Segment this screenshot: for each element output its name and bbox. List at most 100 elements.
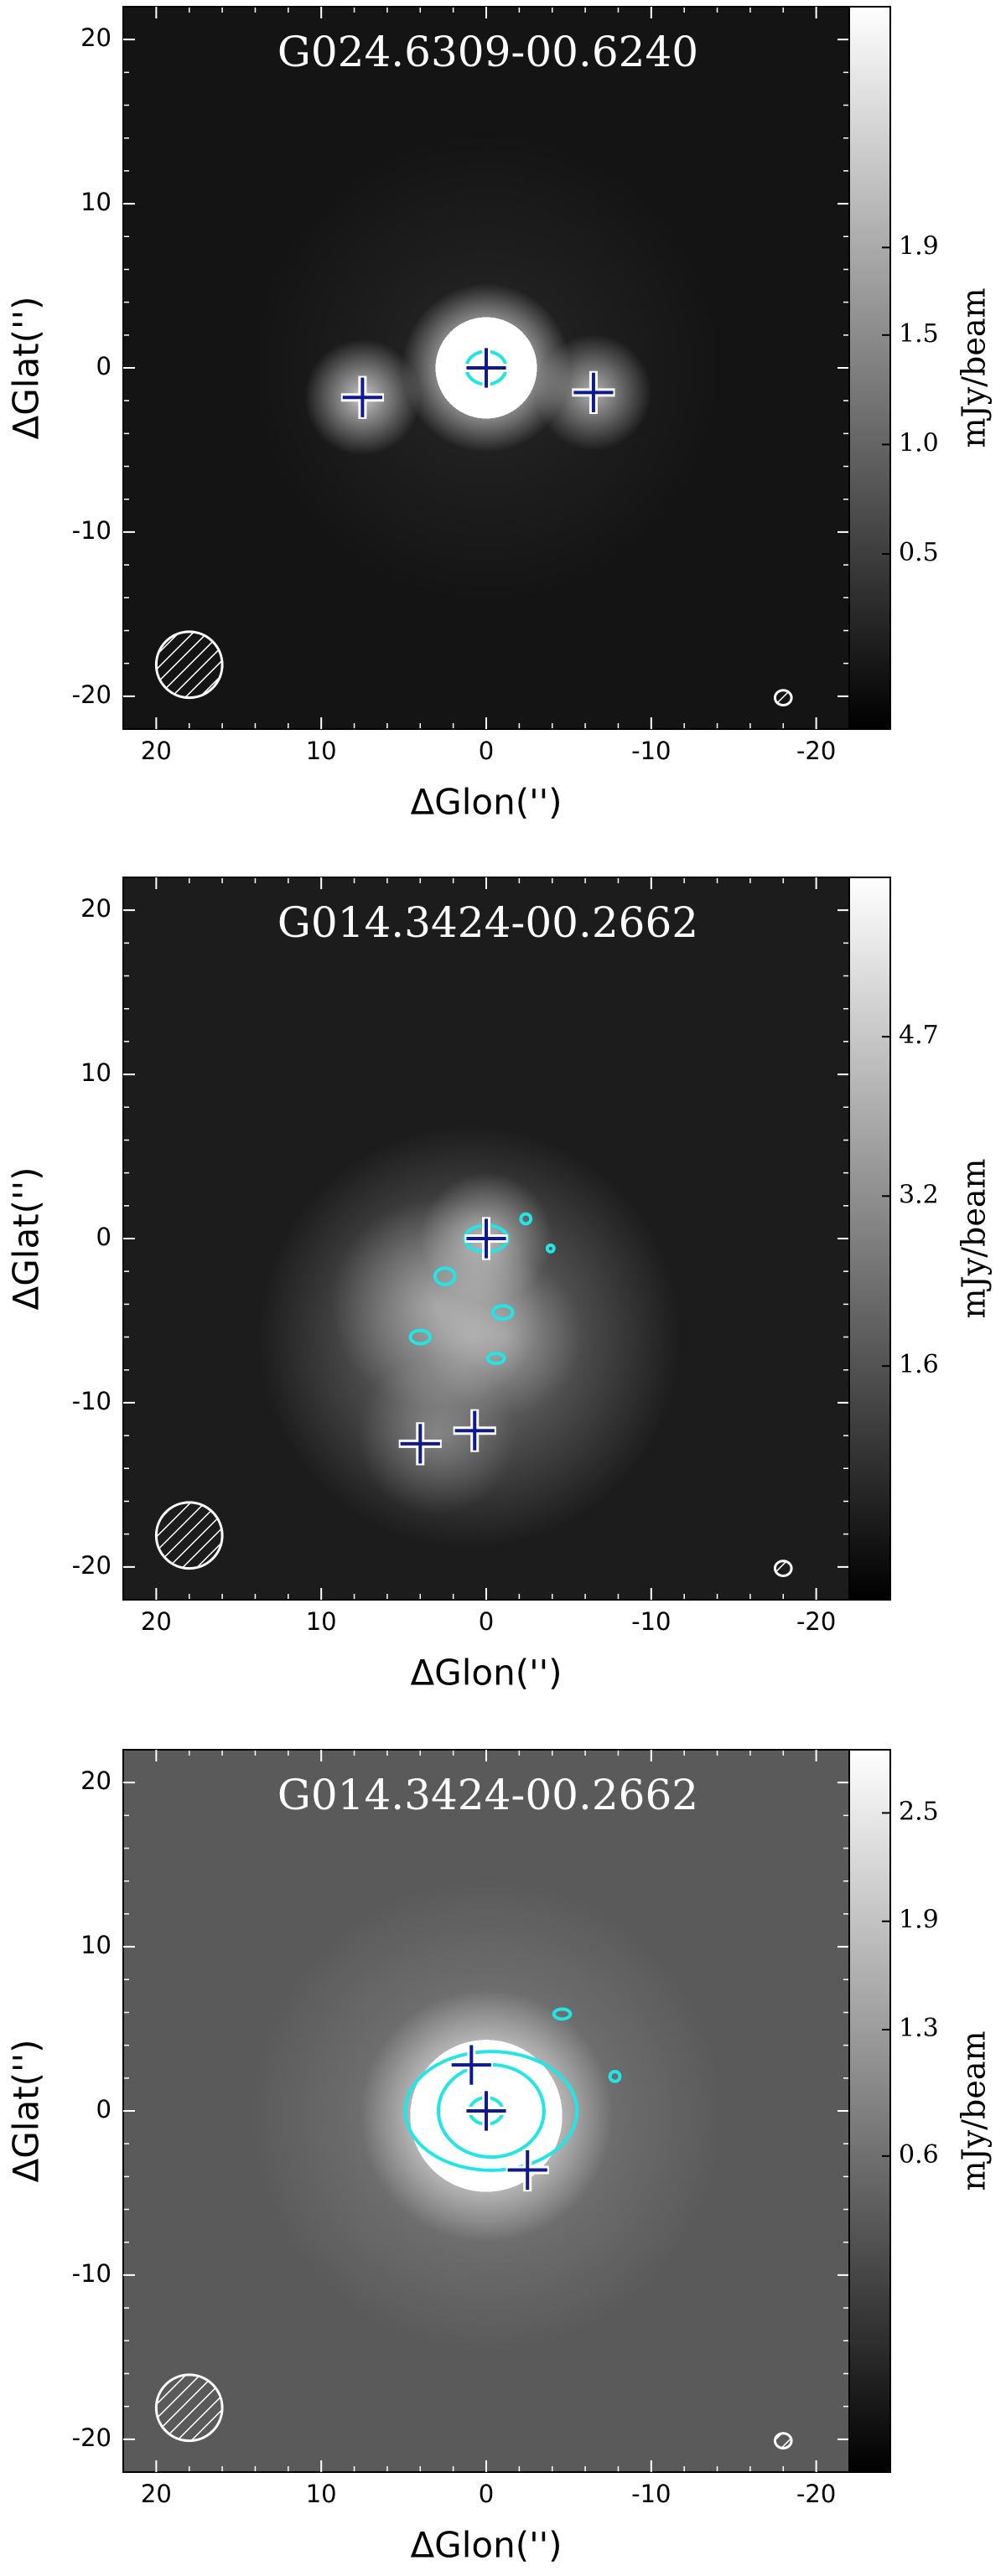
source-marker — [449, 2043, 493, 2087]
minor-tick — [123, 877, 849, 1600]
contour — [552, 2007, 573, 2021]
minor-tick — [123, 7, 849, 729]
x-tick-label: -10 — [631, 2480, 671, 2508]
map-image — [123, 1750, 849, 2472]
minor-tick — [123, 1750, 849, 2472]
x-tick-label: 10 — [306, 1607, 337, 1636]
colorbar-tick-label: 0.5 — [899, 538, 939, 567]
source-marker — [464, 1217, 508, 1260]
map-image — [123, 877, 849, 1600]
contour — [403, 2050, 579, 2172]
minor-tick — [123, 1750, 849, 2472]
minor-tick — [123, 1750, 849, 2472]
contour — [408, 1328, 433, 1346]
y-tick-label: 0 — [96, 352, 111, 380]
x-tick-label: -20 — [796, 737, 836, 765]
colorbar-label: mJy/beam — [956, 1158, 993, 1318]
minor-tick — [123, 7, 849, 729]
minor-tick — [123, 877, 849, 1600]
minor-tick — [123, 1750, 849, 2472]
minor-tick — [123, 1750, 849, 2472]
colorbar-tick-label: 2.5 — [899, 1797, 939, 1826]
minor-tick — [123, 1750, 849, 2472]
y-axis-label: ΔGlat('') — [6, 1166, 47, 1310]
x-tick-label: -20 — [796, 2480, 836, 2508]
y-tick-label: 0 — [96, 1223, 111, 1251]
panel: 20 10 0 -10 -20 -20 -10 0 10 20 G014.3424-00.2662 Δ… — [6, 1749, 993, 2566]
x-tick-label: 0 — [479, 1607, 494, 1636]
colorbar-tick-label: 3.2 — [899, 1180, 939, 1209]
x-tick-label: 0 — [479, 2480, 494, 2508]
minor-tick — [123, 7, 849, 729]
x-tick-label: 20 — [141, 737, 172, 765]
colorbar-tick-label: 1.9 — [899, 1906, 939, 1935]
y-tick-label: -20 — [72, 680, 111, 709]
minor-tick — [123, 7, 849, 729]
x-tick-label: 20 — [141, 2480, 172, 2508]
minor-tick — [123, 877, 849, 1600]
y-tick-label: -10 — [72, 2259, 111, 2288]
contour — [490, 1304, 515, 1322]
x-tick-label: 20 — [141, 1607, 172, 1636]
y-axis-label: ΔGlat('') — [6, 2039, 47, 2182]
colorbar-label: mJy/beam — [956, 287, 993, 447]
contour — [608, 2069, 622, 2083]
minor-tick — [123, 7, 849, 729]
minor-tick — [123, 7, 849, 729]
minor-tick — [123, 877, 849, 1600]
minor-tick — [123, 7, 849, 729]
contour — [545, 1243, 556, 1254]
source-marker — [506, 2148, 549, 2192]
minor-tick — [123, 7, 849, 729]
colorbar-tick-label: 0.6 — [899, 2140, 939, 2170]
y-tick-label: 20 — [80, 23, 111, 52]
x-axis-label: ΔGlon('') — [410, 1653, 562, 1694]
beam-small — [773, 1560, 793, 1577]
minor-tick — [123, 7, 849, 729]
minor-tick — [123, 877, 849, 1600]
chart-title: G014.3424-00.2662 — [277, 1771, 698, 1819]
minor-tick — [123, 877, 849, 1600]
x-tick-label: -10 — [631, 1607, 671, 1636]
minor-tick — [123, 877, 849, 1600]
chart-title: G024.6309-00.6240 — [277, 28, 698, 76]
panel: 20 10 0 -10 -20 -20 -10 0 10 20 G014.3424-00.2662 Δ… — [6, 877, 993, 1694]
minor-tick — [123, 1750, 849, 2472]
colorbar-tick-label: 1.9 — [899, 231, 939, 261]
minor-tick — [123, 877, 849, 1600]
y-axis-label: ΔGlat('') — [6, 296, 47, 439]
beam — [154, 2373, 224, 2443]
minor-tick — [123, 7, 849, 729]
colorbar — [848, 1749, 891, 2473]
contour — [519, 1212, 533, 1226]
minor-tick — [123, 1750, 849, 2472]
minor-tick — [123, 877, 849, 1600]
y-tick-label: -10 — [72, 516, 111, 545]
y-tick-label: 10 — [80, 1058, 111, 1087]
source-marker — [572, 370, 615, 414]
minor-tick — [123, 1750, 849, 2472]
beam — [154, 1501, 224, 1570]
minor-tick — [123, 877, 849, 1600]
minor-tick — [123, 7, 849, 729]
colorbar-tick-label: 1.5 — [899, 319, 939, 349]
source-marker — [464, 2089, 508, 2133]
y-tick-label: -20 — [72, 2423, 111, 2452]
colorbar-tick-label: 1.6 — [899, 1350, 939, 1379]
x-tick-label: -20 — [796, 1607, 836, 1636]
map-image — [123, 7, 849, 729]
beam-small — [773, 689, 793, 706]
minor-tick — [123, 7, 849, 729]
colorbar-tick-label: 1.0 — [899, 428, 939, 458]
source-marker — [340, 375, 384, 419]
y-tick-label: -20 — [72, 1551, 111, 1580]
minor-tick — [123, 7, 849, 729]
colorbar — [848, 877, 891, 1601]
minor-tick — [123, 877, 849, 1600]
colorbar-tick-label: 1.3 — [899, 2014, 939, 2043]
colorbar-tick-label: 4.7 — [899, 1021, 939, 1050]
y-tick-label: -10 — [72, 1387, 111, 1415]
minor-tick — [123, 1750, 849, 2472]
minor-tick — [123, 1750, 849, 2472]
